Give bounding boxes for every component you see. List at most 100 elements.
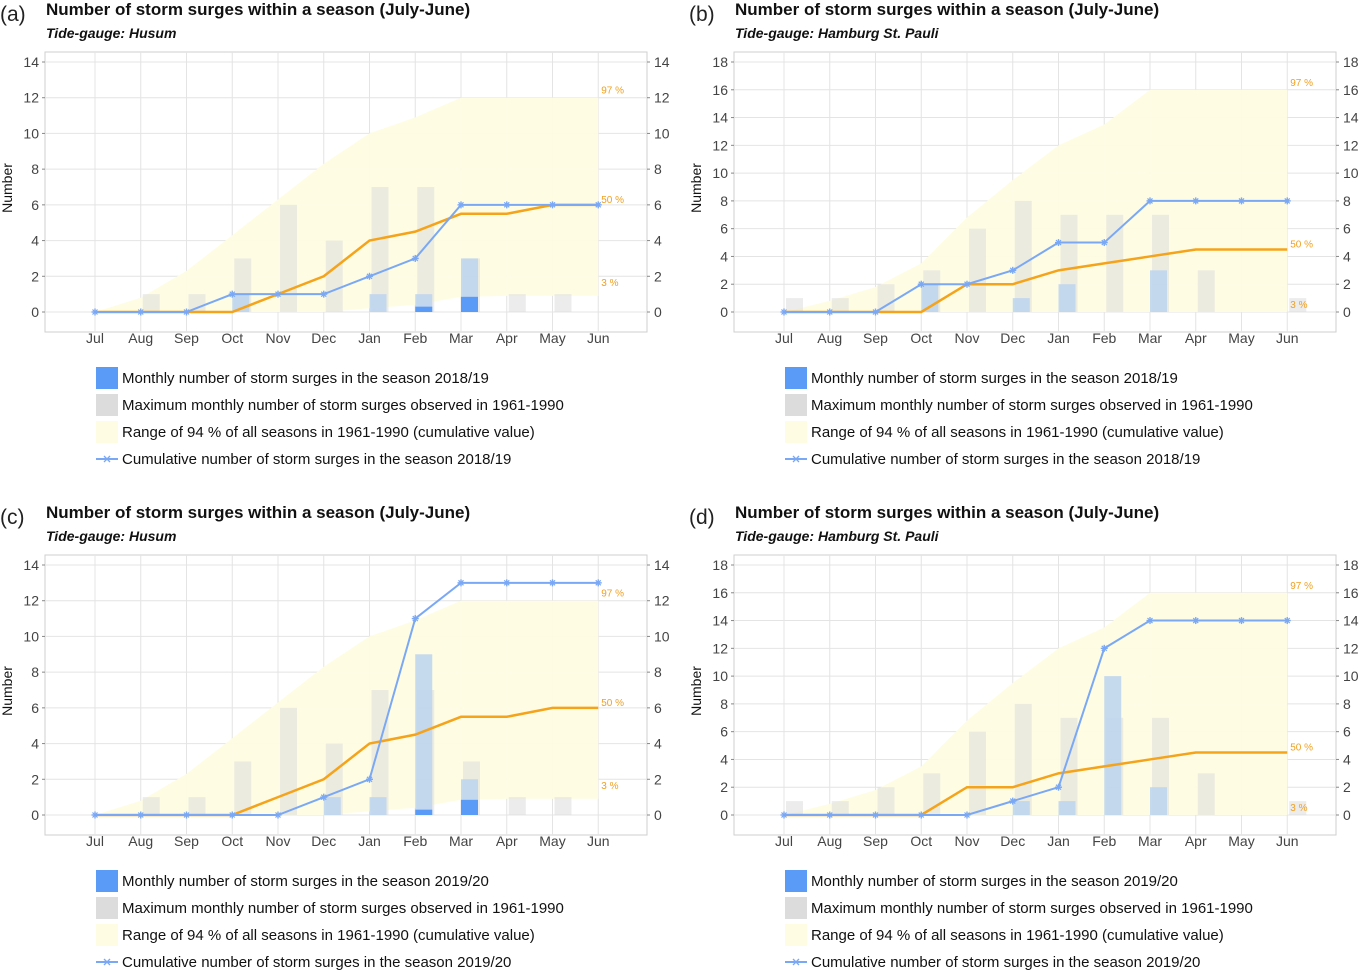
- legend-label: Range of 94 % of all seasons in 1961-199…: [811, 927, 1224, 944]
- max-monthly-bar: [1106, 214, 1124, 312]
- legend-swatch-range: [785, 924, 807, 946]
- x-tick-label: Dec: [1000, 833, 1025, 849]
- legend-label: Maximum monthly number of storm surges o…: [122, 900, 564, 917]
- cumulative-point: [183, 811, 190, 819]
- legend-label: Cumulative number of storm surges in the…: [122, 954, 511, 971]
- cumulative-point-d2: [275, 291, 281, 298]
- y-tick-label-left: 0: [720, 304, 728, 320]
- chart-panel-d: (d) Number of storm surges within a seaso…: [688, 503, 1359, 971]
- legend-label: Range of 94 % of all seasons in 1961-199…: [811, 424, 1224, 441]
- legend-swatch-maximum: [96, 897, 118, 919]
- y-axis-title: Number: [0, 163, 15, 213]
- y-tick-label-right: 14: [1343, 613, 1359, 629]
- x-tick-label: Jul: [86, 833, 104, 849]
- cumulative-point-d2: [412, 255, 419, 262]
- cumulative-line: [95, 581, 599, 816]
- chart-panel-c: (c) Number of storm surges within a seaso…: [0, 503, 670, 971]
- cumulative-point-d2: [92, 812, 98, 818]
- cumulative-point-d2: [275, 812, 281, 818]
- max-monthly-bar: [188, 797, 206, 815]
- x-tick-label: May: [1228, 833, 1254, 849]
- cumulative-point-d2: [366, 273, 373, 280]
- chart-subtitle: Tide-gauge: Husum: [46, 25, 176, 41]
- cumulative-point: [1146, 197, 1154, 205]
- monthly-dark-bar: [461, 296, 478, 312]
- max-monthly-bar: [142, 294, 160, 312]
- legend-swatch-maximum: [785, 897, 807, 919]
- cumulative-point-d2: [503, 579, 510, 586]
- y-tick-label-right: 8: [1343, 696, 1351, 712]
- cumulative-point-d2: [137, 309, 144, 315]
- monthly-season-bar: [1104, 676, 1122, 815]
- cumulative-point-d2: [183, 309, 190, 315]
- cumulative-point-d2: [1009, 267, 1016, 274]
- cumulative-point: [183, 308, 190, 316]
- cumulative-point: [826, 811, 834, 819]
- legend-label: Monthly number of storm surges in the se…: [122, 370, 489, 387]
- x-tick-label: Mar: [449, 833, 473, 849]
- x-tick-label: Jul: [775, 330, 793, 346]
- cumulative-line: [784, 199, 1288, 313]
- cumulative-point-d2: [1284, 617, 1291, 624]
- y-tick-label-right: 0: [1343, 807, 1351, 823]
- cumulative-point-d2: [918, 812, 925, 818]
- chart-subtitle: Tide-gauge: Hamburg St. Pauli: [735, 528, 940, 544]
- legend-swatch-range: [96, 924, 118, 946]
- monthly-season-bar: [1150, 270, 1167, 312]
- x-tick-label: Aug: [817, 330, 842, 346]
- legend: Monthly number of storm surges in the se…: [785, 870, 1253, 971]
- cumulative-point-d2: [549, 579, 556, 586]
- y-axis-title: Number: [688, 163, 704, 213]
- cumulative-point-d2: [1192, 197, 1199, 204]
- y-tick-label-right: 10: [1343, 668, 1359, 684]
- cumulative-point-d2: [229, 812, 236, 818]
- legend-label: Cumulative number of storm surges in the…: [811, 954, 1200, 971]
- y-tick-label-right: 10: [1343, 165, 1359, 181]
- x-tick-label: Aug: [817, 833, 842, 849]
- max-monthly-bar: [969, 228, 986, 312]
- cumulative-point-d2: [1284, 197, 1291, 204]
- max-monthly-bar: [877, 787, 895, 815]
- y-tick-label-right: 10: [654, 125, 670, 141]
- y-tick-label-right: 6: [654, 197, 662, 213]
- x-tick-label: Feb: [403, 330, 427, 346]
- cumulative-point-d2: [549, 201, 556, 208]
- cumulative-point-d2: [183, 812, 190, 818]
- cumulative-point-d2: [458, 579, 464, 586]
- x-tick-label: May: [539, 330, 565, 346]
- y-tick-label-right: 12: [654, 593, 670, 609]
- legend-swatch-maximum: [96, 394, 118, 416]
- panel-label: (a): [0, 3, 26, 26]
- cumulative-point: [274, 290, 282, 298]
- x-tick-label: Nov: [955, 330, 980, 346]
- cumulative-point-d2: [826, 309, 833, 315]
- cumulative-point: [963, 280, 971, 288]
- cumulative-point: [1055, 783, 1062, 791]
- monthly-dark-bar: [461, 799, 478, 815]
- pct-label-3: 3 %: [1290, 300, 1307, 311]
- y-tick-label-right: 14: [654, 54, 670, 70]
- monthly-season-bar: [323, 797, 341, 815]
- cumulative-point-d2: [1147, 617, 1153, 624]
- pct-label-97: 97 %: [1290, 78, 1313, 89]
- y-tick-label-right: 6: [1343, 221, 1351, 237]
- y-axis-title: Number: [688, 666, 704, 716]
- cumulative-point: [1146, 617, 1154, 625]
- legend-swatch-cumulative-star-b: [103, 455, 111, 463]
- cumulative-point: [549, 579, 556, 587]
- cumulative-point-d2: [1055, 239, 1062, 246]
- y-tick-label-right: 2: [1343, 276, 1351, 292]
- cumulative-point: [137, 811, 145, 819]
- y-tick-label-right: 0: [654, 304, 662, 320]
- y-tick-label-left: 4: [31, 736, 39, 752]
- y-tick-label-left: 10: [712, 668, 728, 684]
- cumulative-point: [1055, 239, 1062, 247]
- y-tick-label-left: 2: [720, 276, 728, 292]
- max-monthly-bar: [1289, 801, 1307, 815]
- cumulative-point-d2: [137, 812, 144, 818]
- y-axis-title: Number: [0, 666, 15, 716]
- monthly-season-bar: [1058, 284, 1076, 312]
- max-monthly-bar: [554, 797, 572, 815]
- cumulative-point: [549, 201, 556, 209]
- y-tick-label-right: 4: [654, 233, 662, 249]
